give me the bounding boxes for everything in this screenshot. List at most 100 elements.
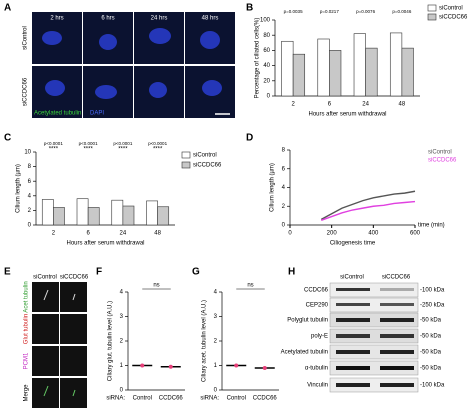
legend-swatch — [427, 4, 437, 12]
y-tick-label: 0 — [267, 94, 271, 100]
significance: ns — [247, 283, 253, 289]
y-tick-label: 8 — [28, 164, 32, 170]
bar — [111, 199, 124, 226]
band — [380, 303, 414, 306]
blot-strip — [329, 344, 419, 360]
bar — [41, 199, 54, 226]
panel-e-images — [32, 282, 87, 408]
column-label: 48 hrs — [202, 16, 219, 22]
p-value: p=0.0035 — [284, 9, 303, 14]
significance: **** — [153, 147, 163, 153]
x-tick-label: CCDC66 — [253, 396, 278, 402]
marker-label: -50 kDa — [420, 334, 442, 340]
band — [380, 334, 414, 338]
x-axis-label: Hours after serum withdrawal — [66, 241, 144, 247]
y-tick-label: 2 — [120, 339, 124, 345]
panel-label: D — [246, 133, 253, 144]
band — [336, 366, 370, 370]
y-axis-label: Ciliary acet. tubulin level (A.U.) — [202, 300, 208, 382]
nucleus — [95, 85, 117, 99]
cilium — [43, 289, 49, 301]
band — [336, 383, 370, 387]
legend-label: siControl — [428, 150, 452, 156]
y-tick-label: 3 — [214, 314, 218, 320]
micrograph — [60, 314, 87, 344]
row-label: Glut tubulin — [24, 314, 30, 344]
panel-label: C — [4, 133, 11, 144]
row-label: CCDC66 — [304, 288, 329, 294]
marker-label: -50 kDa — [420, 366, 442, 372]
x-tick-label: 600 — [410, 231, 421, 237]
legend-label: siControl — [439, 6, 463, 12]
panel-label: H — [288, 267, 295, 278]
x-tick-label: 48 — [399, 102, 406, 108]
x-tick-label: 400 — [368, 231, 379, 237]
y-tick-label: 4 — [28, 193, 32, 199]
y-axis-label: Cilium length (µm) — [270, 163, 276, 212]
blot-strip — [329, 312, 419, 328]
panel-label: G — [192, 267, 200, 278]
row-label: PCM1 — [24, 352, 30, 369]
blot-strip — [329, 328, 419, 344]
x-tick-label: CCDC66 — [159, 396, 184, 402]
bar — [292, 53, 306, 97]
nucleus — [200, 31, 220, 49]
marker-label: -50 kDa — [420, 350, 442, 356]
legend-label: siCCDC66 — [428, 158, 457, 164]
y-tick-label: 10 — [24, 150, 31, 156]
row-label: CEP290 — [306, 303, 329, 309]
x-tick-label: 200 — [327, 231, 338, 237]
nucleus — [42, 31, 62, 45]
y-axis-label: Ciliary glut. tubulin level (A.U.) — [108, 301, 114, 381]
nucleus — [45, 80, 65, 96]
y-tick-label: 2 — [28, 208, 32, 214]
micrograph — [60, 346, 87, 376]
mean-dot — [234, 363, 239, 368]
band — [380, 350, 414, 354]
row-label: siControl — [23, 26, 29, 50]
column-label: siCCDC66 — [60, 275, 89, 281]
column-label: siCCDC66 — [382, 275, 411, 281]
p-value: p<0.0001 — [148, 141, 167, 146]
significance: ns — [153, 283, 159, 289]
legend-swatch — [427, 13, 437, 21]
x-tick-label: 24 — [120, 231, 127, 237]
y-tick-label: 4 — [214, 290, 218, 296]
row-label: Acet tubulin — [24, 281, 30, 312]
cilium — [72, 293, 76, 301]
mean-dot — [262, 365, 267, 370]
bar — [281, 40, 294, 97]
marker-label: -100 kDa — [420, 383, 445, 389]
x-tick-label: Control — [227, 396, 246, 402]
row-label: siCCDC66 — [23, 77, 29, 106]
panel-label: B — [246, 3, 253, 14]
blot-strip — [329, 377, 419, 393]
column-label: 6 hrs — [101, 16, 114, 22]
y-tick-label: 6 — [28, 179, 32, 185]
y-tick-label: 80 — [263, 33, 270, 39]
y-tick-label: 3 — [120, 314, 124, 320]
p-value: p=0.0046 — [392, 9, 411, 14]
y-tick-label: 4 — [120, 290, 124, 296]
x-axis-label: Hours after serum withdrawal — [308, 112, 386, 118]
bar — [122, 205, 135, 226]
y-tick-label: 8 — [282, 148, 286, 154]
band — [336, 334, 370, 338]
legend-label: siControl — [193, 153, 217, 159]
bar — [365, 47, 378, 97]
significance: **** — [83, 147, 93, 153]
bar — [317, 38, 330, 97]
x-tick-label: 0 — [288, 231, 292, 237]
x-prefix: siRNA: — [200, 396, 219, 402]
blot-strip — [329, 297, 419, 313]
mean-dot — [168, 364, 173, 369]
row-label: Merge — [24, 384, 30, 402]
y-tick-label: 2 — [214, 339, 218, 345]
bar — [87, 207, 100, 226]
band — [380, 318, 414, 322]
row-label: Vinculin — [307, 383, 328, 389]
y-tick-label: 60 — [263, 48, 270, 54]
marker-label: -100 kDa — [420, 288, 445, 294]
x-tick-label: 6 — [328, 102, 332, 108]
